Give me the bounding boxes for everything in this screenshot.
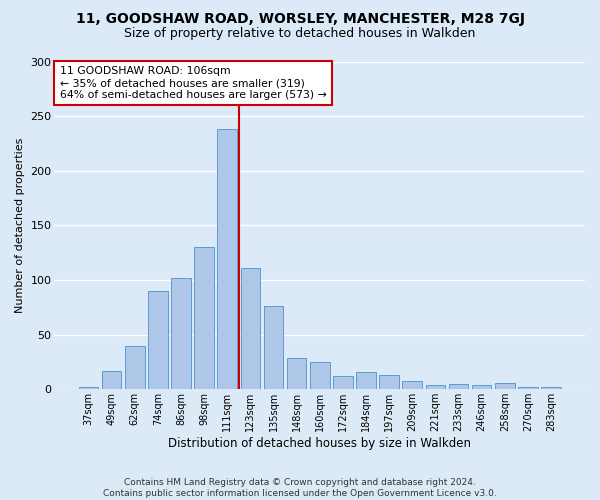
- Bar: [241, 268, 260, 390]
- Bar: [518, 387, 538, 390]
- Bar: [287, 358, 307, 390]
- Text: Size of property relative to detached houses in Walkden: Size of property relative to detached ho…: [124, 28, 476, 40]
- Bar: [333, 376, 353, 390]
- Text: 11, GOODSHAW ROAD, WORSLEY, MANCHESTER, M28 7GJ: 11, GOODSHAW ROAD, WORSLEY, MANCHESTER, …: [76, 12, 524, 26]
- Bar: [449, 384, 469, 390]
- Bar: [102, 370, 121, 390]
- Bar: [171, 278, 191, 390]
- Bar: [79, 387, 98, 390]
- Bar: [263, 306, 283, 390]
- Bar: [148, 291, 167, 390]
- Bar: [194, 247, 214, 390]
- Bar: [425, 385, 445, 390]
- X-axis label: Distribution of detached houses by size in Walkden: Distribution of detached houses by size …: [168, 437, 471, 450]
- Text: 11 GOODSHAW ROAD: 106sqm
← 35% of detached houses are smaller (319)
64% of semi-: 11 GOODSHAW ROAD: 106sqm ← 35% of detach…: [60, 66, 326, 100]
- Bar: [403, 380, 422, 390]
- Bar: [217, 129, 237, 390]
- Y-axis label: Number of detached properties: Number of detached properties: [15, 138, 25, 313]
- Bar: [541, 387, 561, 390]
- Bar: [495, 382, 515, 390]
- Bar: [379, 375, 399, 390]
- Text: Contains HM Land Registry data © Crown copyright and database right 2024.
Contai: Contains HM Land Registry data © Crown c…: [103, 478, 497, 498]
- Bar: [310, 362, 329, 390]
- Bar: [356, 372, 376, 390]
- Bar: [125, 346, 145, 390]
- Bar: [472, 385, 491, 390]
